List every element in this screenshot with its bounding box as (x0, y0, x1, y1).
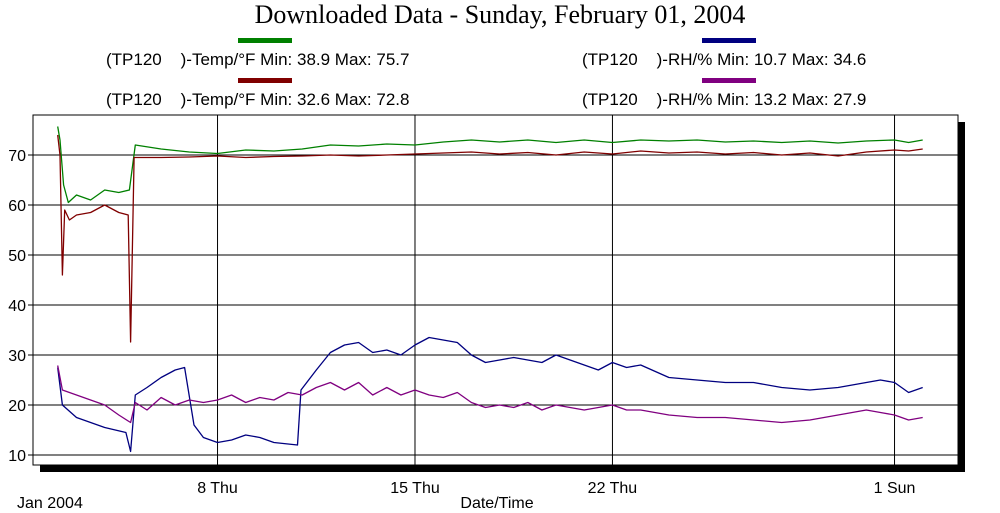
tick-label-y-40: 40 (8, 298, 26, 315)
legend-entry-rh-1: (TP120 )-RH/% Min: 10.7 Max: 34.6 (582, 50, 867, 69)
tick-label-y-20: 20 (8, 398, 26, 415)
tick-label-x-2: 22 Thu (588, 480, 638, 497)
tick-label-x-0: 8 Thu (197, 480, 238, 497)
series-layer (57, 126, 923, 453)
grid (33, 115, 958, 465)
tick-label-x-3: 1 Sun (874, 480, 916, 497)
legend-swatch-temp-1 (238, 38, 292, 43)
tick-label-y-50: 50 (8, 248, 26, 265)
tick-label-x-1: 15 Thu (390, 480, 440, 497)
series-line-0 (57, 126, 923, 204)
series-line-1 (57, 134, 923, 343)
tick-label-y-60: 60 (8, 198, 26, 215)
x-axis-label: Date/Time (460, 495, 533, 512)
tick-label-y-70: 70 (8, 148, 26, 165)
tick-label-y-10: 10 (8, 448, 26, 465)
series-line-2 (57, 336, 923, 453)
y-axis-ticks: 10 20 30 40 50 60 70 (8, 148, 33, 465)
legend-entry-rh-2: (TP120 )-RH/% Min: 13.2 Max: 27.9 (582, 90, 867, 109)
legend-entry-temp-1: (TP120 )-Temp/°F Min: 38.9 Max: 75.7 (106, 50, 410, 69)
legend-swatch-rh-2 (702, 78, 756, 83)
legend-entry-temp-2: (TP120 )-Temp/°F Min: 32.6 Max: 72.8 (106, 90, 410, 109)
chart-title: Downloaded Data - Sunday, February 01, 2… (254, 0, 746, 29)
x-start-label: Jan 2004 (17, 495, 83, 512)
series-line-3 (57, 365, 923, 424)
x-axis-ticks: 8 Thu 15 Thu 22 Thu 1 Sun (47, 465, 952, 497)
legend-swatch-rh-1 (702, 38, 756, 43)
legend-swatch-temp-2 (238, 78, 292, 83)
tick-label-y-30: 30 (8, 348, 26, 365)
plot-frame (32, 114, 959, 466)
